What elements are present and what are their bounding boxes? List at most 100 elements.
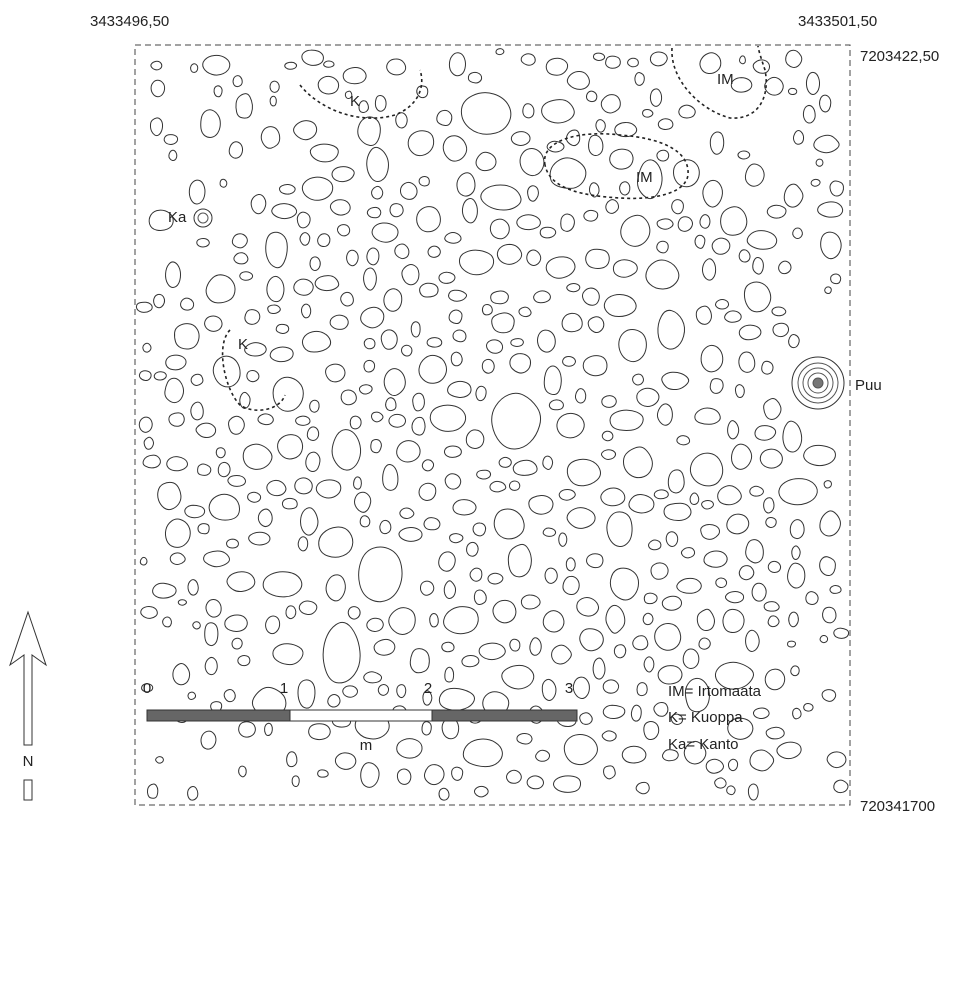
stone <box>579 628 604 652</box>
stone <box>498 456 512 468</box>
stone <box>491 392 542 450</box>
stone <box>572 676 590 700</box>
stone <box>595 119 606 133</box>
stone <box>609 567 640 601</box>
stone <box>219 178 228 188</box>
stone <box>382 463 399 491</box>
stone <box>730 77 753 93</box>
stone <box>476 469 492 480</box>
stone <box>469 567 483 582</box>
stone <box>481 303 493 316</box>
stone <box>257 508 273 528</box>
stone <box>792 227 803 240</box>
stone <box>419 580 435 596</box>
stone <box>696 608 715 632</box>
stone <box>657 118 674 130</box>
stone <box>155 756 164 764</box>
stone <box>813 134 840 154</box>
stone <box>817 201 844 218</box>
stone <box>247 491 262 503</box>
stone <box>148 209 174 232</box>
stone <box>709 378 724 394</box>
stone <box>711 237 731 255</box>
stone <box>601 430 614 442</box>
stone <box>745 629 760 652</box>
stone <box>358 100 369 114</box>
stone <box>153 293 166 309</box>
stone <box>363 267 377 291</box>
stone <box>203 550 231 568</box>
stone <box>150 60 163 71</box>
stone <box>709 131 725 155</box>
stone <box>277 434 304 460</box>
stone <box>792 707 802 720</box>
stone <box>541 99 575 124</box>
stone <box>670 713 684 726</box>
stone <box>761 360 774 375</box>
stone <box>357 116 381 147</box>
stone <box>389 203 404 218</box>
stone <box>676 435 691 446</box>
stone <box>301 176 334 201</box>
stone <box>416 206 441 233</box>
coordinate: 3433501,50 <box>798 13 877 30</box>
stone <box>315 479 342 499</box>
stone <box>449 533 464 544</box>
stone <box>632 373 644 386</box>
stone <box>279 183 296 195</box>
stone <box>738 249 751 263</box>
stone <box>803 444 836 467</box>
stone <box>764 76 784 96</box>
feature-label: K <box>238 336 248 353</box>
stone <box>336 224 351 237</box>
stone <box>612 259 638 278</box>
stone <box>140 606 158 619</box>
stone <box>441 641 455 653</box>
stone <box>489 218 510 240</box>
stone <box>162 616 172 628</box>
stone <box>689 452 724 487</box>
stone <box>192 621 201 630</box>
stone <box>305 451 321 473</box>
stone <box>371 411 384 423</box>
stone <box>820 231 842 260</box>
stone <box>566 283 581 293</box>
stone <box>636 387 660 408</box>
stone <box>609 148 634 170</box>
stone <box>461 198 478 224</box>
stone <box>737 150 751 160</box>
stone <box>545 57 569 76</box>
stone <box>518 306 532 318</box>
stone <box>354 491 372 513</box>
stone <box>645 259 680 290</box>
stone <box>662 749 679 762</box>
stone <box>508 480 521 491</box>
stone <box>366 206 382 219</box>
stone <box>300 303 312 319</box>
stone <box>423 517 441 531</box>
stone <box>542 455 554 470</box>
stone <box>657 309 686 350</box>
stone <box>266 275 285 303</box>
stone <box>703 550 728 568</box>
north-label: N <box>23 753 34 770</box>
stone <box>588 182 600 198</box>
stone <box>461 654 480 668</box>
stone <box>363 359 376 373</box>
stone <box>561 312 583 333</box>
stone <box>614 121 638 138</box>
stone <box>663 502 692 522</box>
stone <box>765 726 785 740</box>
stone <box>386 58 407 76</box>
stone <box>805 71 821 96</box>
stone <box>764 668 786 691</box>
stone <box>460 92 512 135</box>
feature-label: IM <box>717 71 734 88</box>
stone <box>766 204 787 219</box>
legend-item: K= Kuoppa <box>668 709 743 726</box>
stone <box>676 577 702 594</box>
stone <box>340 389 357 406</box>
stone <box>485 339 504 354</box>
stone <box>677 216 693 232</box>
stone <box>150 79 166 98</box>
